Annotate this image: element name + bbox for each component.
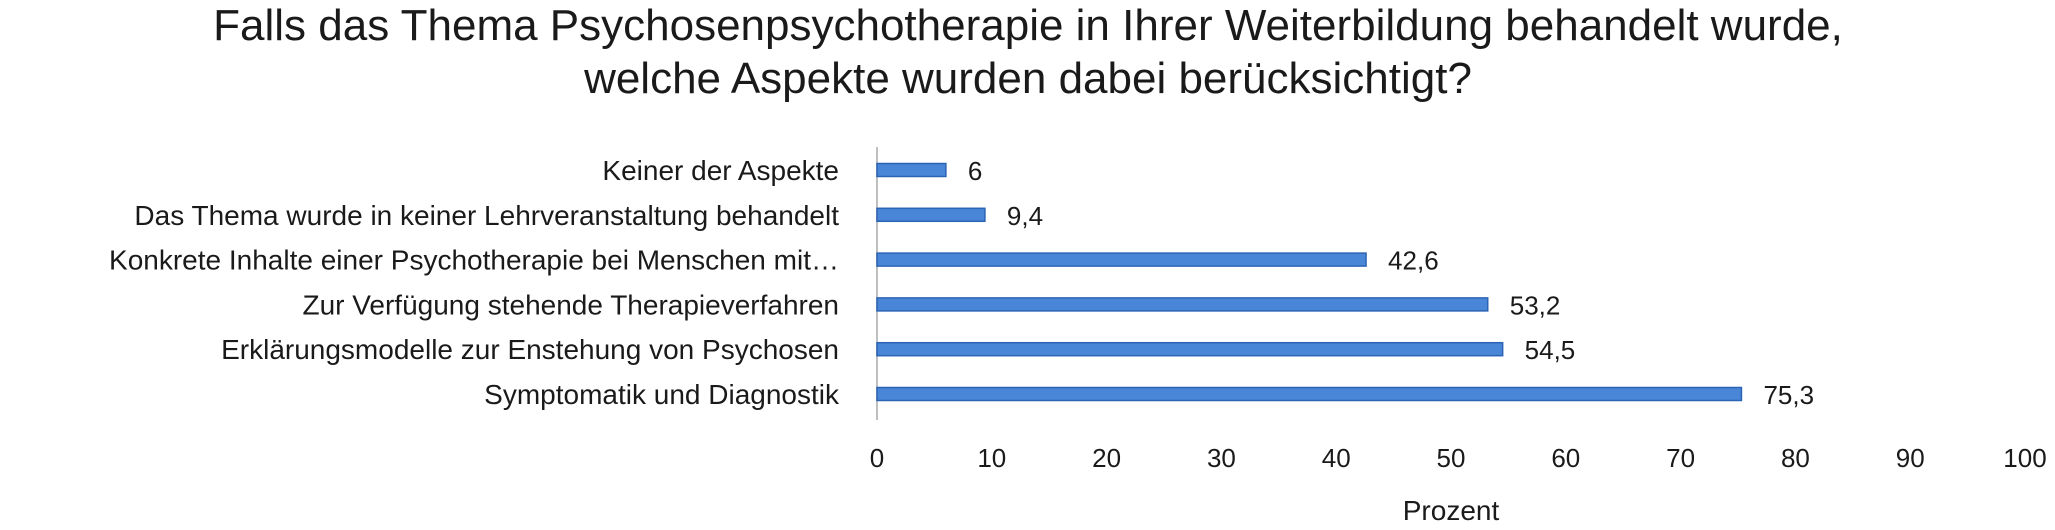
category-label: Erklärungsmodelle zur Enstehung von Psyc… [221, 334, 839, 365]
data-label: 53,2 [1510, 290, 1561, 320]
bar [876, 341, 1504, 357]
chart-title: Falls das Thema Psychosenpsychotherapie … [213, 1, 1843, 103]
x-tick-label: 70 [1666, 443, 1695, 473]
data-label: 9,4 [1007, 201, 1043, 231]
x-tick-label: 40 [1322, 443, 1351, 473]
x-tick-label: 50 [1437, 443, 1466, 473]
category-label: Zur Verfügung stehende Therapieverfahren [302, 289, 839, 320]
x-axis-title: Prozent [1403, 495, 1500, 526]
plot-area: Keiner der Aspekte 6 Das Thema wurde in ke… [109, 147, 2047, 473]
category-label: Konkrete Inhalte einer Psychotherapie be… [109, 245, 839, 276]
x-tick-label: 0 [870, 443, 884, 473]
data-label: 6 [968, 156, 982, 186]
bar [876, 297, 1489, 312]
x-tick-label: 30 [1207, 443, 1236, 473]
data-label: 54,5 [1525, 335, 1576, 365]
x-tick-label: 20 [1092, 443, 1121, 473]
x-tick-label: 90 [1896, 443, 1925, 473]
bar [876, 386, 1743, 402]
chart-title-line-2: welche Aspekte wurden dabei berücksichti… [583, 54, 1472, 103]
bar [876, 162, 947, 178]
x-tick-label: 60 [1551, 443, 1580, 473]
category-label: Das Thema wurde in keiner Lehrveranstalt… [134, 200, 839, 231]
bar [876, 207, 986, 223]
bar [876, 252, 1367, 267]
chart-title-line-1: Falls das Thema Psychosenpsychotherapie … [213, 1, 1843, 50]
x-tick-label: 80 [1781, 443, 1810, 473]
data-label: 75,3 [1763, 380, 1814, 410]
category-label: Keiner der Aspekte [602, 155, 839, 186]
category-label: Symptomatik und Diagnostik [484, 379, 840, 410]
x-tick-label: 100 [2003, 443, 2046, 473]
x-tick-label: 10 [977, 443, 1006, 473]
data-label: 42,6 [1388, 246, 1439, 276]
